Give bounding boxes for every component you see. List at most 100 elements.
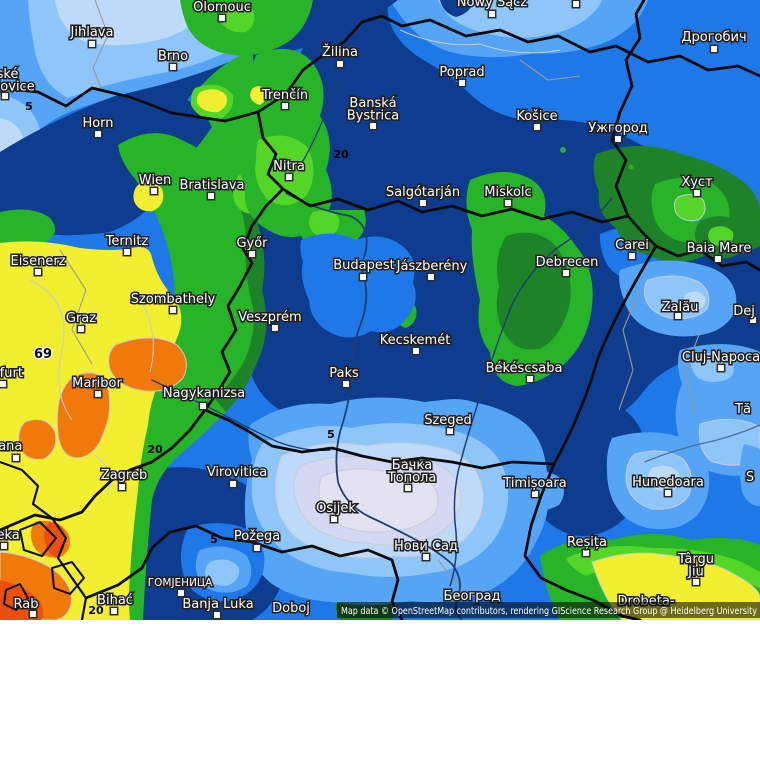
city-label: Požega: [234, 529, 280, 544]
contour-label: 20: [333, 148, 349, 161]
city-label: Banská: [349, 96, 396, 111]
city-label: Ljubljana: [0, 439, 22, 454]
contour-label: 5: [25, 100, 33, 113]
city-label: Békéscsaba: [486, 361, 563, 376]
contour-labels-layer: 5 20 69 20 5 5 20: [25, 100, 349, 617]
city-label: Paks: [329, 366, 359, 381]
city-label: Jihlava: [70, 25, 114, 40]
city-marker: [280, 101, 290, 111]
city-label: Miskolc: [484, 185, 531, 200]
map-attribution: Map data © OpenStreetMap contributors, r…: [337, 602, 760, 618]
city-label: Ужгород: [588, 121, 648, 136]
city-label: Banja Luka: [182, 597, 253, 612]
city-label: Budějovice: [0, 79, 35, 94]
city-marker: [713, 254, 723, 264]
city-label: Zagreb: [101, 468, 147, 483]
city-marker: [418, 198, 428, 208]
city-label: Eisenerz: [10, 254, 65, 269]
city-label: Salgótarján: [386, 185, 460, 200]
city-marker: [487, 9, 497, 19]
city-marker: [335, 59, 345, 69]
city-marker: [457, 78, 467, 88]
city-label: Нови Сад: [394, 539, 458, 554]
city-label: Osijek: [316, 501, 356, 516]
city-label: Doboj: [272, 601, 310, 616]
city-label: Hunedoara: [632, 475, 704, 490]
city-marker: [93, 129, 103, 139]
city-marker: [709, 44, 719, 54]
city-marker: [691, 577, 701, 587]
city-label: České: [0, 66, 18, 82]
city-marker: [168, 62, 178, 72]
city-marker: [426, 272, 436, 282]
precipitation-map-svg: 5 20 69 20 5 5 20 Jihlava Olomouc Nowy Sącz Brno Ž…: [0, 0, 760, 620]
admin-borders: [59, 0, 701, 591]
city-label: Nitra: [273, 159, 305, 174]
city-marker: [421, 552, 431, 562]
contour-label: 69: [34, 347, 52, 362]
city-marker: [530, 489, 540, 499]
city-label: Trenčín: [261, 88, 308, 103]
city-label: Tă: [734, 402, 751, 417]
attribution-text: Map data © OpenStreetMap contributors, r…: [341, 606, 757, 617]
city-label: Jászberény: [396, 259, 468, 274]
city-marker: [561, 268, 571, 278]
city-marker: [532, 122, 542, 132]
city-marker: [358, 272, 368, 282]
city-label: Rijeka: [0, 528, 20, 543]
city-label: Olomouc: [193, 0, 251, 15]
city-marker: [329, 514, 339, 524]
city-label: Poprad: [439, 65, 484, 80]
city-marker: [571, 0, 581, 9]
city-label: Szeged: [424, 413, 472, 428]
city-marker: [403, 483, 413, 493]
city-marker: [581, 548, 591, 558]
city-label: Maribor: [72, 376, 122, 391]
city-marker: [341, 379, 351, 389]
city-marker: [11, 453, 21, 463]
city-label: Győr: [236, 236, 268, 251]
city-label: Jiu: [687, 564, 704, 579]
weather-map: 5 20 69 20 5 5 20 Jihlava Olomouc Nowy Sącz Brno Ž…: [0, 0, 760, 620]
city-label: Dej: [733, 304, 755, 319]
city-label: Bystrica: [347, 108, 400, 123]
city-marker: [270, 323, 280, 333]
city-label: S: [746, 470, 754, 485]
contour-label: 5: [210, 533, 218, 546]
city-label: Wien: [139, 173, 171, 188]
city-marker: [692, 188, 702, 198]
city-label: Klagenfurt: [0, 366, 23, 381]
city-marker: [0, 91, 10, 101]
city-label: Horn: [82, 116, 113, 131]
city-marker: [212, 610, 222, 620]
city-marker: [206, 191, 216, 201]
city-marker: [0, 379, 8, 389]
city-marker: [284, 172, 294, 182]
city-marker: [663, 488, 673, 498]
city-label: Kecskemét: [380, 333, 451, 348]
city-label: Rab: [14, 597, 39, 612]
city-label: Baia Mare: [687, 241, 752, 256]
city-label: Budapest: [333, 258, 395, 273]
city-label: Дрогобич: [681, 30, 746, 45]
city-marker: [716, 363, 726, 373]
city-marker: [445, 426, 455, 436]
city-marker: [368, 121, 378, 131]
city-label: Bihać: [97, 593, 133, 608]
city-label: Београд: [444, 589, 501, 604]
city-labels-layer: Jihlava Olomouc Nowy Sącz Brno Žilina Poprad Д…: [0, 0, 760, 620]
city-label: Žilina: [322, 44, 358, 60]
legend-panel: Accumulated total precipitation (mm) Fro…: [0, 620, 760, 760]
city-label: Cluj-Napoca: [682, 350, 760, 365]
city-marker: [149, 186, 159, 196]
city-label: Ternitz: [105, 234, 149, 249]
city-marker: [168, 305, 178, 315]
city-label: Хуст: [681, 175, 713, 190]
city-marker: [87, 39, 97, 49]
city-label: Nagykanizsa: [163, 386, 245, 401]
city-label: Târgu: [677, 552, 714, 567]
city-marker: [627, 251, 637, 261]
city-marker: [673, 311, 683, 321]
city-marker: [252, 543, 262, 553]
city-marker: [122, 247, 132, 257]
